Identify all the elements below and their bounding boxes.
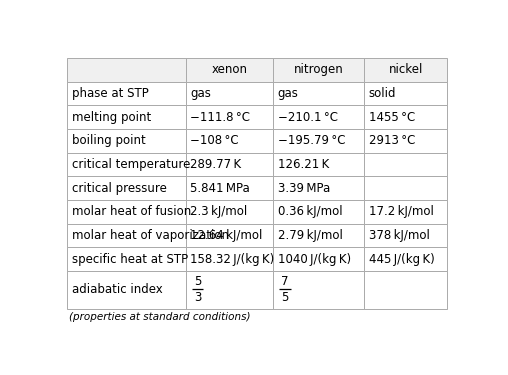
Bar [68,58,186,82]
Bar [273,200,364,224]
Text: (properties at standard conditions): (properties at standard conditions) [70,312,251,322]
Bar [364,248,448,271]
Bar [186,176,273,200]
Text: critical pressure: critical pressure [72,182,167,195]
Text: 1455 °C: 1455 °C [369,111,415,124]
Bar [273,153,364,176]
Bar [186,58,273,82]
Text: gas: gas [278,87,299,100]
Bar [364,129,448,153]
Bar [273,82,364,105]
Bar [68,153,186,176]
Bar [273,271,364,309]
Text: nitrogen: nitrogen [294,63,343,76]
Text: molar heat of vaporization: molar heat of vaporization [72,229,229,242]
Text: nickel: nickel [389,63,423,76]
Text: 2913 °C: 2913 °C [369,134,415,147]
Text: 5: 5 [281,291,289,304]
Text: adiabatic index: adiabatic index [72,284,163,296]
Text: 158.32 J/(kg K): 158.32 J/(kg K) [190,253,275,266]
Bar [186,129,273,153]
Text: 5.841 MPa: 5.841 MPa [190,182,250,195]
Bar [364,82,448,105]
Text: 1040 J/(kg K): 1040 J/(kg K) [278,253,351,266]
Bar [273,224,364,248]
Bar [364,200,448,224]
Bar [186,105,273,129]
Text: phase at STP: phase at STP [72,87,149,100]
Bar [68,129,186,153]
Bar [364,176,448,200]
Text: 7: 7 [281,275,289,288]
Bar [186,248,273,271]
Bar [68,224,186,248]
Bar [68,271,186,309]
Text: 3.39 MPa: 3.39 MPa [278,182,330,195]
Bar [186,224,273,248]
Text: −108 °C: −108 °C [190,134,239,147]
Text: solid: solid [369,87,396,100]
Text: 126.21 K: 126.21 K [278,158,329,171]
Text: 289.77 K: 289.77 K [190,158,242,171]
Bar [68,176,186,200]
Bar [186,271,273,309]
Text: −210.1 °C: −210.1 °C [278,111,338,124]
Bar [273,129,364,153]
Text: 445 J/(kg K): 445 J/(kg K) [369,253,434,266]
Bar [364,105,448,129]
Bar [186,82,273,105]
Text: boiling point: boiling point [72,134,146,147]
Text: xenon: xenon [211,63,247,76]
Text: 2.3 kJ/mol: 2.3 kJ/mol [190,206,248,218]
Text: gas: gas [190,87,211,100]
Text: specific heat at STP: specific heat at STP [72,253,188,266]
Bar [273,248,364,271]
Bar [68,105,186,129]
Text: −111.8 °C: −111.8 °C [190,111,250,124]
Text: 0.36 kJ/mol: 0.36 kJ/mol [278,206,342,218]
Bar [68,200,186,224]
Text: critical temperature: critical temperature [72,158,190,171]
Text: melting point: melting point [72,111,151,124]
Bar [364,271,448,309]
Bar [68,82,186,105]
Text: 17.2 kJ/mol: 17.2 kJ/mol [369,206,434,218]
Bar [364,153,448,176]
Bar [186,153,273,176]
Text: 3: 3 [194,291,201,304]
Bar [364,58,448,82]
Text: molar heat of fusion: molar heat of fusion [72,206,192,218]
Bar [68,248,186,271]
Bar [364,224,448,248]
Bar [273,176,364,200]
Text: −195.79 °C: −195.79 °C [278,134,345,147]
Text: 2.79 kJ/mol: 2.79 kJ/mol [278,229,342,242]
Text: 5: 5 [194,275,201,288]
Text: 12.64 kJ/mol: 12.64 kJ/mol [190,229,263,242]
Bar [186,200,273,224]
Text: 378 kJ/mol: 378 kJ/mol [369,229,430,242]
Bar [273,105,364,129]
Bar [273,58,364,82]
